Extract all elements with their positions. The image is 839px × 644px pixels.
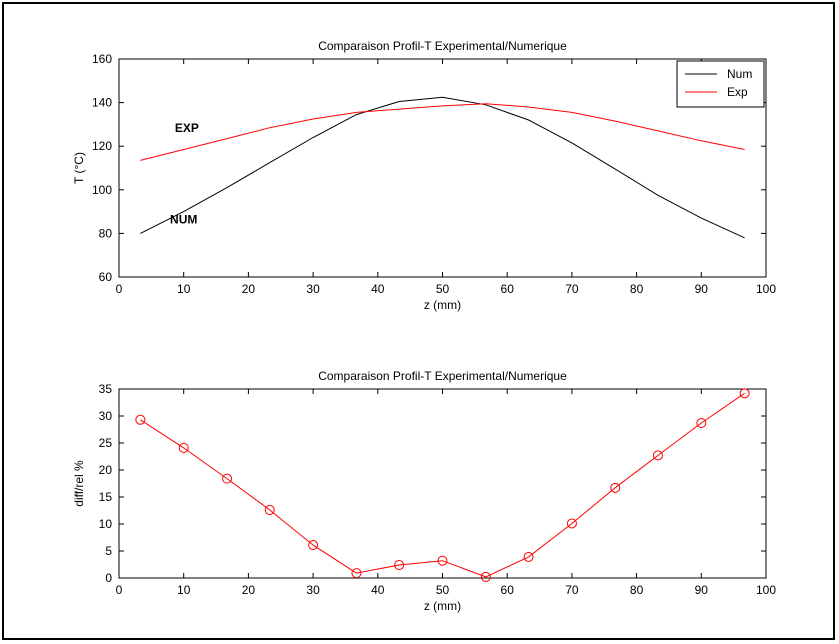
plot2-data-point bbox=[264, 504, 275, 515]
plot2-x-tick-label: 0 bbox=[116, 583, 123, 597]
plot2-data-point bbox=[394, 560, 405, 571]
plot1-legend: Num Exp bbox=[676, 60, 765, 108]
plot2-x-tick-label: 40 bbox=[371, 583, 385, 597]
plot2-data-point bbox=[610, 482, 621, 493]
plot1-x-tick-label: 50 bbox=[436, 282, 450, 296]
plot1-y-tick-label: 80 bbox=[99, 226, 113, 240]
plot2-x-tick-label: 10 bbox=[177, 583, 191, 597]
plot1-series-num-line bbox=[140, 96, 745, 239]
plot2-data-point bbox=[652, 450, 663, 461]
plot2-data-point bbox=[308, 540, 319, 551]
plot2-data-point bbox=[351, 568, 362, 579]
plot1-legend-box bbox=[676, 60, 765, 108]
plot1-x-axis-label: z (mm) bbox=[424, 298, 461, 312]
plot2-x-tick-label: 50 bbox=[436, 583, 450, 597]
plot2-x-tick-label: 90 bbox=[695, 583, 709, 597]
plot1-y-tick-label: 160 bbox=[92, 52, 112, 66]
plot2-data-point bbox=[135, 414, 146, 425]
plot2-y-tick-label: 25 bbox=[99, 436, 113, 450]
plot1-x-tick-label: 20 bbox=[242, 282, 256, 296]
plot1-x-tick-label: 40 bbox=[371, 282, 385, 296]
plot1-x-tick-label: 90 bbox=[695, 282, 709, 296]
plot-2: 0 10 20 30 40 50 60 70 80 90 100 0 5 10 15 20 25 30 35 Comp… bbox=[72, 369, 776, 613]
plot2-data-point bbox=[437, 555, 448, 566]
plot1-y-tick-label: 140 bbox=[92, 96, 112, 110]
plot2-data-point bbox=[178, 442, 189, 453]
plot1-x-tick-label: 0 bbox=[116, 282, 123, 296]
plot1-x-tick-label: 30 bbox=[306, 282, 320, 296]
plot-1: 0 10 20 30 40 50 60 70 80 90 100 60 80 100 120 140 160 Co… bbox=[72, 39, 776, 312]
plot2-x-tick-label: 20 bbox=[242, 583, 256, 597]
plot2-x-tick-label: 100 bbox=[756, 583, 776, 597]
plot2-data-point bbox=[523, 551, 534, 562]
plot1-x-tick-label: 100 bbox=[756, 282, 776, 296]
plot2-y-tick-label: 30 bbox=[99, 409, 113, 423]
plot2-x-tick-label: 70 bbox=[565, 583, 579, 597]
plot1-x-tick-label: 80 bbox=[630, 282, 644, 296]
plot2-series-series-1-line bbox=[140, 392, 745, 578]
plot1-annotation-exp: EXP bbox=[175, 121, 199, 135]
plot2-data-point bbox=[480, 571, 491, 582]
plot1-series-exp-line bbox=[140, 103, 745, 161]
plot2-x-tick-label: 30 bbox=[306, 583, 320, 597]
plot1-y-tick-label: 60 bbox=[99, 270, 113, 284]
plot1-axes-box bbox=[118, 58, 767, 278]
plot2-y-tick-label: 35 bbox=[99, 382, 113, 396]
plot1-y-tick-label: 100 bbox=[92, 183, 112, 197]
plot1-x-tick-label: 60 bbox=[501, 282, 515, 296]
plot2-x-axis-label: z (mm) bbox=[424, 599, 461, 613]
plot2-data-point bbox=[566, 518, 577, 529]
plot2-x-tick-label: 80 bbox=[630, 583, 644, 597]
plot1-y-axis-label: T (°C) bbox=[72, 152, 86, 184]
plot2-data-point bbox=[222, 473, 233, 484]
plot2-y-tick-label: 20 bbox=[99, 463, 113, 477]
plot2-y-tick-label: 15 bbox=[99, 490, 113, 504]
plot2-y-tick-label: 10 bbox=[99, 517, 113, 531]
plot1-annotation-num: NUM bbox=[170, 213, 197, 227]
plot2-x-tick-label: 60 bbox=[501, 583, 515, 597]
plot2-data-point bbox=[739, 388, 750, 399]
plot2-y-tick-label: 5 bbox=[105, 544, 112, 558]
plot1-x-tick-label: 10 bbox=[177, 282, 191, 296]
plot2-title: Comparaison Profil-T Experimental/Numeri… bbox=[318, 369, 567, 383]
plot1-legend-label-exp: Exp bbox=[727, 85, 748, 99]
plot1-y-tick-label: 120 bbox=[92, 139, 112, 153]
plot1-legend-label-num: Num bbox=[727, 67, 752, 81]
plot1-x-tick-label: 70 bbox=[565, 282, 579, 296]
plot1-title: Comparaison Profil-T Experimental/Numeri… bbox=[318, 39, 567, 53]
plot2-y-tick-label: 0 bbox=[105, 571, 112, 585]
plot2-data-point bbox=[696, 418, 707, 429]
plot2-y-axis-label: diff/rel % bbox=[72, 460, 86, 507]
plot2-axes-box bbox=[118, 388, 767, 579]
